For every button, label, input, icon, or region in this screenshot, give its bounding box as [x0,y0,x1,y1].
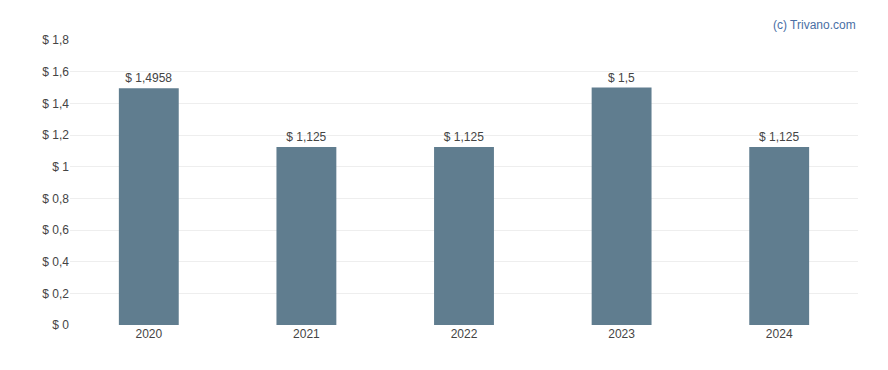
svg-text:$ 0,8: $ 0,8 [42,192,69,206]
svg-text:$ 1,125: $ 1,125 [444,130,484,144]
svg-text:$ 1,4: $ 1,4 [42,97,69,111]
svg-text:$ 0,4: $ 0,4 [42,255,69,269]
svg-text:2024: 2024 [766,327,793,341]
svg-text:$ 1,4958: $ 1,4958 [125,71,172,85]
svg-text:(c) Trivano.com: (c) Trivano.com [773,18,856,32]
svg-text:$ 1,5: $ 1,5 [608,71,635,85]
svg-text:$ 1: $ 1 [52,160,69,174]
svg-text:$ 1,125: $ 1,125 [759,130,799,144]
svg-text:$ 1,125: $ 1,125 [286,130,326,144]
svg-text:$ 1,2: $ 1,2 [42,128,69,142]
svg-text:$ 1,6: $ 1,6 [42,65,69,79]
svg-text:2023: 2023 [608,327,635,341]
svg-text:2022: 2022 [451,327,478,341]
svg-text:2020: 2020 [135,327,162,341]
svg-text:$ 0,6: $ 0,6 [42,223,69,237]
svg-text:$ 0,2: $ 0,2 [42,287,69,301]
svg-text:$ 0: $ 0 [52,318,69,332]
svg-text:2021: 2021 [293,327,320,341]
svg-text:$ 1,8: $ 1,8 [42,33,69,47]
